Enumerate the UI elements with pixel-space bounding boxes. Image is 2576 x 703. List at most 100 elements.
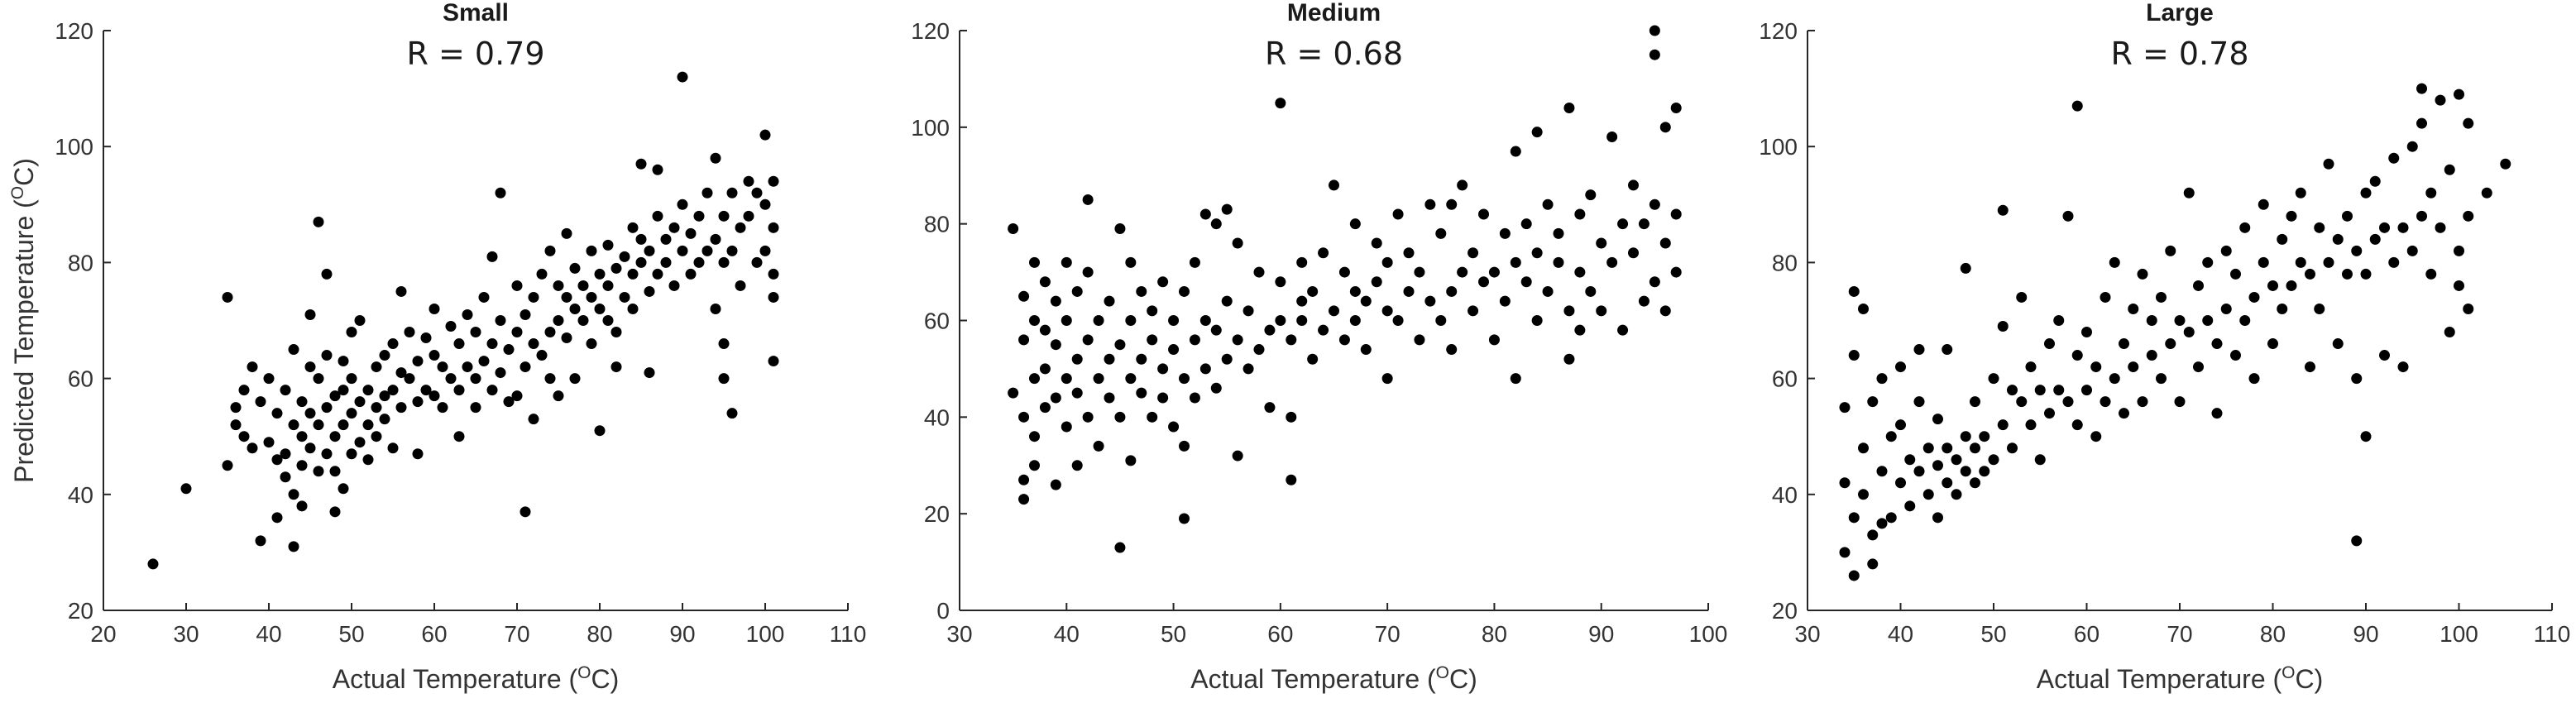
data-point <box>1136 285 1147 297</box>
data-point <box>1029 460 1040 471</box>
data-point <box>768 222 779 233</box>
data-point <box>486 385 498 396</box>
data-point <box>2388 256 2400 268</box>
data-point <box>354 396 366 408</box>
data-point <box>2081 327 2092 338</box>
data-point <box>1338 334 1350 346</box>
data-point <box>1082 194 1094 205</box>
data-point <box>1381 305 1393 317</box>
data-point <box>1520 218 1532 230</box>
data-point <box>1988 454 1999 466</box>
data-point <box>528 414 539 425</box>
chart-title: Small <box>443 0 509 26</box>
data-point <box>2220 303 2232 314</box>
data-point <box>1296 295 1308 307</box>
data-point <box>1050 295 1061 307</box>
data-point <box>1876 373 1888 385</box>
data-point <box>1114 223 1126 235</box>
x-axis-label-text: Actual Temperature ( <box>2037 664 2282 694</box>
data-point <box>2202 315 2214 326</box>
data-point <box>1179 373 1190 385</box>
data-point <box>553 315 564 326</box>
data-point <box>1960 431 1971 442</box>
data-point <box>1617 324 1629 336</box>
data-point <box>768 291 779 303</box>
data-point <box>2062 210 2074 222</box>
y-tick-label: 40 <box>68 482 93 508</box>
x-tick-label: 70 <box>504 621 529 647</box>
data-point <box>735 280 746 291</box>
data-point <box>346 327 357 338</box>
data-point <box>1147 411 1158 423</box>
data-point <box>1210 218 1222 230</box>
y-tick-label: 40 <box>924 404 950 430</box>
data-point <box>296 396 308 408</box>
data-point <box>1296 256 1308 268</box>
data-point <box>1848 512 1860 524</box>
data-point <box>1606 256 1618 268</box>
data-point <box>660 233 672 245</box>
data-point <box>511 390 523 402</box>
x-axis-label-text: Actual Temperature ( <box>333 664 578 694</box>
data-point <box>1457 179 1468 191</box>
data-point <box>1371 237 1382 249</box>
data-point <box>503 344 515 356</box>
data-point <box>2119 408 2129 419</box>
data-point <box>569 373 581 385</box>
x-axis-label-unit: C) <box>1449 664 1477 694</box>
data-point <box>586 245 597 256</box>
data-point <box>2007 385 2018 396</box>
data-point <box>2435 222 2446 233</box>
data-point <box>768 356 779 367</box>
data-point <box>338 419 349 431</box>
data-point <box>1574 266 1586 278</box>
data-point <box>1932 414 1943 425</box>
data-point <box>1970 442 1980 454</box>
data-point <box>1199 363 1211 375</box>
data-point <box>2463 210 2474 222</box>
data-point <box>1114 339 1126 351</box>
data-point <box>445 321 457 332</box>
data-point <box>2323 158 2334 170</box>
data-point <box>2360 268 2372 280</box>
data-point <box>1596 305 1607 317</box>
data-point <box>2267 280 2278 291</box>
data-point <box>1349 218 1361 230</box>
data-point <box>1446 344 1458 356</box>
data-point <box>2481 187 2492 198</box>
data-point <box>486 338 498 350</box>
data-point <box>1649 49 1660 60</box>
data-point <box>296 500 308 512</box>
data-point <box>710 233 721 245</box>
data-point <box>1435 227 1447 239</box>
data-point <box>660 256 672 268</box>
data-point <box>1039 324 1051 336</box>
data-point <box>2379 350 2390 361</box>
data-point <box>288 489 299 500</box>
data-point <box>710 303 721 314</box>
data-point <box>453 385 465 396</box>
data-point <box>718 210 730 222</box>
data-point <box>1510 146 1521 157</box>
data-point <box>1574 324 1586 336</box>
data-point <box>718 338 730 350</box>
x-tick-label: 60 <box>421 621 447 647</box>
data-point <box>520 361 531 373</box>
data-point <box>1659 305 1671 317</box>
data-point <box>668 280 680 291</box>
data-point <box>271 454 283 466</box>
data-point <box>2062 396 2074 408</box>
data-point <box>2258 198 2269 210</box>
data-point <box>1232 237 1243 249</box>
data-point <box>2025 419 2037 431</box>
x-tick-label: 40 <box>1054 621 1080 647</box>
data-point <box>1232 450 1243 461</box>
data-point <box>1050 479 1061 490</box>
data-point <box>1446 198 1458 210</box>
y-tick-label: 60 <box>1772 366 1798 392</box>
data-point <box>2007 442 2018 454</box>
data-point <box>437 402 448 414</box>
data-point <box>2119 338 2129 350</box>
x-tick-label: 80 <box>1482 621 1507 647</box>
data-point <box>462 308 473 320</box>
